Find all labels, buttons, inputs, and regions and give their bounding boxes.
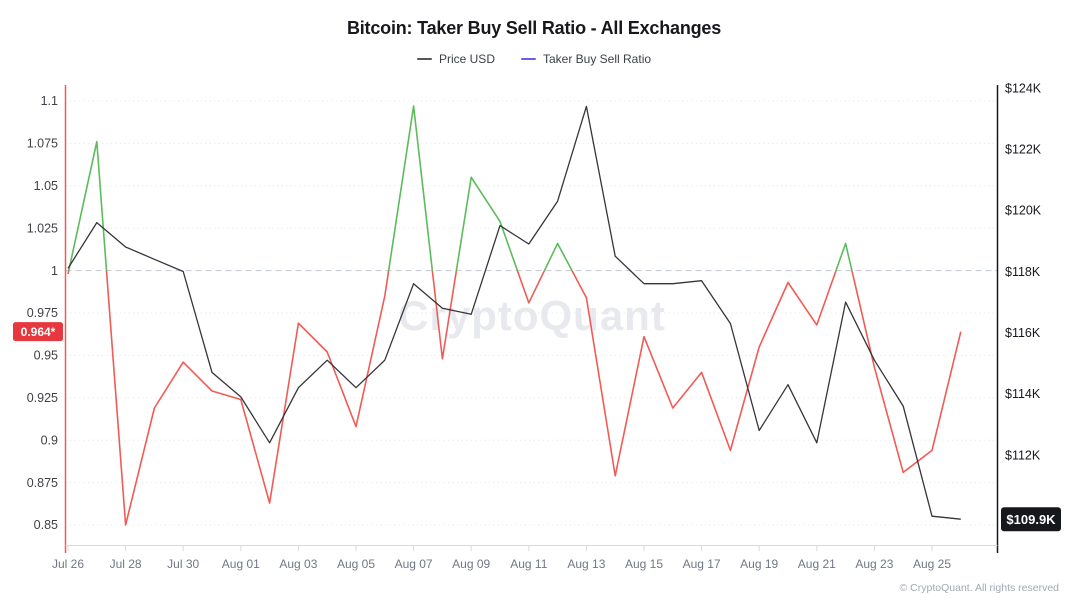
- price-current-value-badge: [1001, 507, 1061, 532]
- left-axis-tick-label: 1: [51, 264, 58, 278]
- price-usd-swatch-icon: [416, 58, 432, 60]
- legend-item-taker-buy-sell-ratio[interactable]: Taker Buy Sell Ratio: [520, 52, 652, 66]
- legend-label-price-usd: Price USD: [438, 52, 495, 66]
- x-axis-tick-label: Jul 30: [167, 557, 199, 571]
- x-axis-tick-label: Aug 03: [279, 557, 317, 571]
- x-axis-tick-label: Aug 11: [510, 557, 547, 571]
- x-axis-tick-label: Aug 05: [337, 557, 375, 571]
- right-axis-tick-label: $116K: [1005, 326, 1041, 340]
- taker-buy-sell-ratio-line-above[interactable]: [67, 105, 961, 525]
- x-axis-tick-label: Aug 25: [913, 557, 951, 571]
- left-axis-tick-label: 0.85: [34, 518, 58, 532]
- x-axis-tick-label: Aug 15: [625, 557, 663, 571]
- x-axis-tick-label: Aug 19: [740, 557, 778, 571]
- taker-buy-sell-ratio-swatch-icon: [520, 58, 536, 60]
- x-axis-tick-label: Aug 09: [452, 557, 490, 571]
- x-axis-tick-label: Aug 23: [855, 557, 893, 571]
- x-axis-tick-label: Aug 07: [395, 557, 433, 571]
- left-axis-tick-label: 0.925: [27, 391, 58, 405]
- ratio-current-value-label: 0.964*: [21, 325, 56, 339]
- price-current-value-label: $109.9K: [1006, 512, 1056, 527]
- left-axis-tick-label: 1.025: [27, 221, 58, 235]
- left-axis-tick-label: 0.875: [27, 476, 58, 490]
- taker-buy-sell-ratio-line-below[interactable]: [67, 106, 962, 526]
- right-axis-tick-label: $114K: [1005, 387, 1041, 401]
- cryptoquant-watermark: CryptoQuant: [398, 292, 666, 339]
- left-axis-tick-label: 0.9: [41, 433, 58, 447]
- right-axis-tick-label: $112K: [1005, 448, 1041, 462]
- x-axis-tick-label: Jul 28: [110, 557, 142, 571]
- right-axis-tick-label: $124K: [1005, 81, 1042, 95]
- x-axis-tick-label: Aug 17: [683, 557, 721, 571]
- left-axis-tick-label: 1.075: [27, 137, 58, 151]
- legend-item-price-usd[interactable]: Price USD: [416, 52, 495, 66]
- x-axis-tick-label: Aug 21: [798, 557, 836, 571]
- chart-legend: Price USD Taker Buy Sell Ratio: [0, 52, 1068, 66]
- price-usd-line[interactable]: [67, 105, 961, 520]
- copyright-note: © CryptoQuant. All rights reserved: [899, 582, 1059, 594]
- left-axis-tick-label: 0.975: [27, 306, 58, 320]
- right-axis-tick-label: $120K: [1005, 204, 1042, 218]
- left-axis-tick-label: 1.05: [34, 179, 58, 193]
- x-axis-tick-label: Aug 01: [222, 557, 260, 571]
- legend-label-taker-buy-sell-ratio: Taker Buy Sell Ratio: [542, 52, 652, 66]
- page-title: Bitcoin: Taker Buy Sell Ratio - All Exch…: [346, 18, 722, 38]
- right-axis-tick-label: $122K: [1005, 142, 1042, 156]
- left-axis-tick-label: 1.1: [41, 94, 58, 108]
- left-axis-tick-label: 0.95: [34, 349, 58, 363]
- ratio-current-value-badge: [13, 322, 63, 342]
- right-axis-tick-label: $118K: [1005, 265, 1041, 279]
- x-axis-tick-label: Aug 13: [567, 557, 605, 571]
- x-axis-tick-label: Jul 26: [52, 557, 84, 571]
